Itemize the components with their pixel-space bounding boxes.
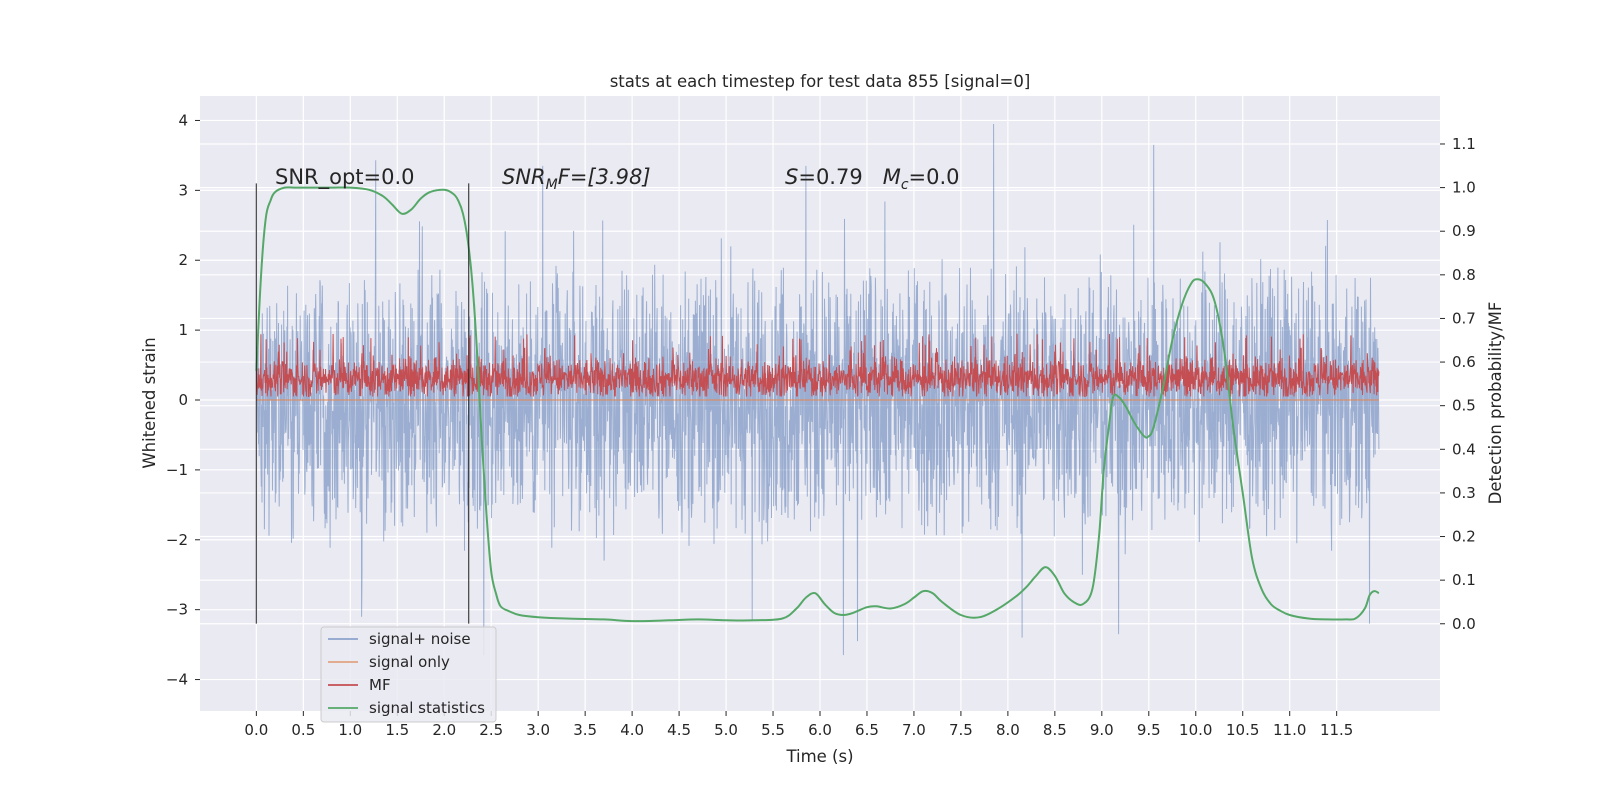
x-tick-label: 2.5	[479, 721, 503, 739]
x-tick-label: 8.0	[996, 721, 1020, 739]
x-tick-label: 10.5	[1226, 721, 1259, 739]
chart-title: stats at each timestep for test data 855…	[610, 72, 1031, 91]
x-tick-label: 0.0	[244, 721, 268, 739]
x-tick-label: 3.0	[526, 721, 550, 739]
x-tick-label: 3.5	[573, 721, 597, 739]
x-tick-label: 6.5	[855, 721, 879, 739]
y-tick-label-right: 0.6	[1452, 353, 1476, 371]
y-tick-label-right: 1.1	[1452, 135, 1476, 153]
y-axis-right-label: Detection probability/MF	[1486, 302, 1505, 505]
x-tick-label: 9.0	[1090, 721, 1114, 739]
y-axis-left-label: Whitened strain	[140, 337, 159, 468]
series-mf	[255, 333, 1380, 397]
y-tick-label-right: 0.0	[1452, 615, 1476, 633]
annotation-snr-opt: SNR_opt=0.0	[275, 165, 415, 190]
x-axis-label: Time (s)	[785, 747, 853, 766]
legend-label-signal-only: signal only	[369, 653, 450, 671]
annotation-s-mc: S=0.79 Mc=0.0	[785, 165, 960, 193]
x-tick-label: 4.0	[620, 721, 644, 739]
y-tick-label-right: 1.0	[1452, 179, 1476, 197]
x-tick-label: 11.0	[1273, 721, 1306, 739]
y-axis-right-ticks: 0.0 0.1 0.2 0.3 0.4 0.5 0.6 0.7 0.8 0.9 1.0 1.1	[1440, 135, 1476, 633]
y-tick-label-left: −2	[166, 531, 188, 549]
x-tick-label: 1.5	[385, 721, 409, 739]
y-tick-label-right: 0.3	[1452, 484, 1476, 502]
y-tick-label-left: 0	[178, 391, 188, 409]
y-tick-label-left: 3	[178, 181, 188, 199]
legend-box	[320, 626, 497, 723]
x-tick-label: 1.0	[338, 721, 362, 739]
x-tick-label: 5.0	[714, 721, 738, 739]
x-tick-label: 9.5	[1137, 721, 1161, 739]
y-tick-label-right: 0.5	[1452, 397, 1476, 415]
x-tick-label: 7.5	[949, 721, 973, 739]
series-signal-statistics	[255, 186, 1380, 623]
y-tick-label-right: 0.8	[1452, 266, 1476, 284]
y-tick-label-right: 0.7	[1452, 309, 1476, 327]
x-tick-label: 2.0	[432, 721, 456, 739]
x-tick-label: 10.0	[1179, 721, 1212, 739]
y-axis-left-ticks: −4 −3 −2 −1 0 1 2 3 4	[166, 111, 200, 689]
y-tick-label-left: 1	[178, 321, 188, 339]
y-tick-label-right: 0.9	[1452, 222, 1476, 240]
x-tick-label: 11.5	[1320, 721, 1353, 739]
y-tick-label-left: −3	[166, 601, 188, 619]
x-axis-ticks: 0.0 0.5 1.0 1.5 2.0 2.5 3.0 3.5 4.0 4.5 5.0 5.5 6.0 6…	[244, 711, 1353, 739]
y-tick-label-right: 0.4	[1452, 440, 1476, 458]
y-tick-label-left: −4	[166, 671, 188, 689]
vertical-markers	[255, 183, 470, 624]
legend-label-signal-statistics: signal statistics	[369, 699, 485, 717]
y-tick-label-left: 4	[178, 111, 188, 129]
y-tick-label-right: 0.2	[1452, 528, 1476, 546]
x-tick-label: 5.5	[761, 721, 785, 739]
legend-label-signal-noise: signal+ noise	[369, 630, 471, 648]
y-tick-label-left: 2	[178, 251, 188, 269]
legend: signal+ noise signal only MF signal stat…	[320, 626, 497, 723]
x-tick-label: 0.5	[291, 721, 315, 739]
x-tick-label: 4.5	[667, 721, 691, 739]
y-tick-label-right: 0.1	[1452, 571, 1476, 589]
legend-label-mf: MF	[369, 676, 391, 694]
x-tick-label: 6.0	[808, 721, 832, 739]
annotation-snr-mf: SNRMF=[3.98]	[502, 165, 651, 193]
y-tick-label-left: −1	[166, 461, 188, 479]
x-tick-label: 8.5	[1043, 721, 1067, 739]
x-tick-label: 7.0	[902, 721, 926, 739]
